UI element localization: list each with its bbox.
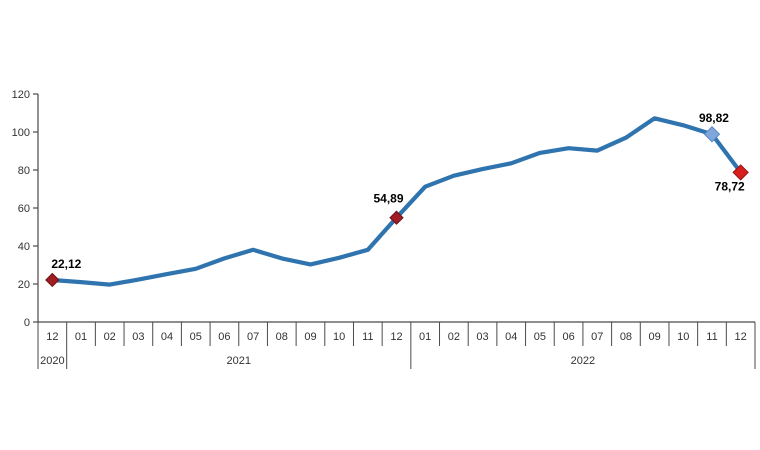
- y-axis-tick-label: 100: [12, 127, 30, 139]
- month-label: 09: [648, 331, 660, 343]
- month-label: 02: [104, 331, 116, 343]
- month-label: 02: [448, 331, 460, 343]
- point-marker-dec-2022: [732, 164, 749, 181]
- month-label: 03: [476, 331, 488, 343]
- value-label-dec-2020: 22,12: [51, 257, 81, 271]
- point-marker-nov-2022: [703, 126, 721, 143]
- month-label: 01: [419, 331, 431, 343]
- y-axis-tick-label: 80: [18, 165, 30, 177]
- year-label: 2021: [227, 355, 251, 367]
- month-label: 12: [390, 331, 402, 343]
- month-label: 01: [75, 331, 87, 343]
- month-label: 08: [620, 331, 632, 343]
- year-label: 2020: [40, 355, 64, 367]
- value-label-dec-2021: 54,89: [373, 192, 403, 206]
- month-label: 11: [362, 331, 373, 343]
- value-label-nov-2022: 98,82: [699, 111, 729, 125]
- month-label: 06: [562, 331, 574, 343]
- month-label: 12: [46, 331, 58, 343]
- y-axis-tick-label: 20: [18, 279, 30, 291]
- month-label: 06: [218, 331, 230, 343]
- month-label: 04: [505, 331, 517, 343]
- month-label: 12: [735, 331, 747, 343]
- month-label: 09: [304, 331, 316, 343]
- y-axis-tick-label: 40: [18, 241, 30, 253]
- point-marker-dec-2020: [45, 272, 60, 288]
- month-label: 03: [132, 331, 144, 343]
- month-label: 05: [534, 331, 546, 343]
- point-marker-dec-2021: [389, 210, 404, 225]
- y-axis-tick-label: 0: [24, 317, 30, 329]
- month-label: 10: [333, 331, 345, 343]
- month-label: 07: [247, 331, 259, 343]
- month-label: 04: [161, 331, 173, 343]
- month-label: 08: [276, 331, 288, 343]
- month-label: 11: [706, 331, 717, 343]
- month-label: 10: [677, 331, 689, 343]
- year-label: 2022: [571, 355, 595, 367]
- month-label: 07: [591, 331, 603, 343]
- y-axis-tick-label: 120: [12, 89, 30, 101]
- month-label: 05: [190, 331, 202, 343]
- y-axis-tick-label: 60: [18, 203, 30, 215]
- value-label-dec-2022: 78,72: [715, 179, 745, 193]
